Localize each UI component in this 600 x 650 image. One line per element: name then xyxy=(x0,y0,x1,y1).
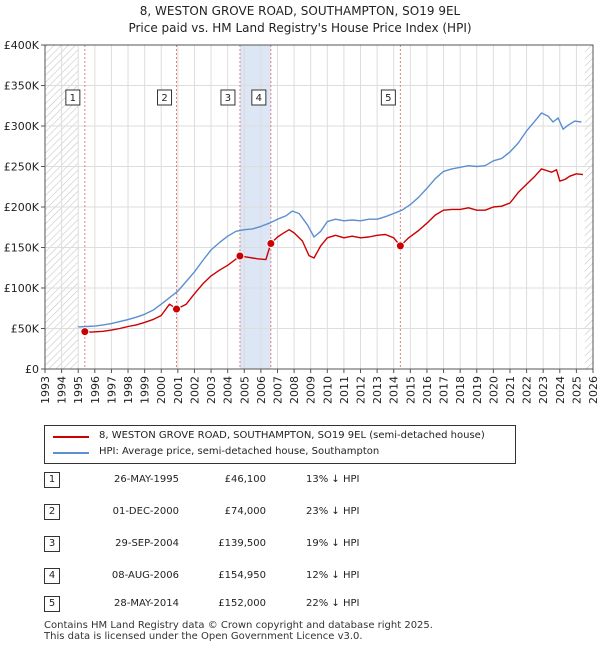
chart-title-address: 8, WESTON GROVE ROAD, SOUTHAMPTON, SO19 … xyxy=(139,4,461,18)
sale-number-badge: 3 xyxy=(44,536,60,552)
x-tick-label: 2009 xyxy=(305,376,318,404)
x-tick-label: 2022 xyxy=(521,376,534,404)
x-tick-label: 1999 xyxy=(139,376,152,404)
sale-label-number: 1 xyxy=(70,93,76,104)
x-tick-label: 2004 xyxy=(222,376,235,404)
sale-row: 3 29-SEP-2004 £139,500 19% ↓ HPI xyxy=(44,536,584,556)
sale-date: 28-MAY-2014 xyxy=(113,598,179,609)
x-tick-label: 1997 xyxy=(105,376,118,404)
x-tick-label: 2010 xyxy=(321,376,334,404)
x-tick-label: 2024 xyxy=(554,376,567,404)
sale-point xyxy=(235,251,245,261)
sale-number-badge: 5 xyxy=(44,596,60,612)
y-tick-label: £400K xyxy=(4,39,40,52)
sale-point xyxy=(395,241,405,251)
sale-price: £154,950 xyxy=(218,570,266,581)
x-tick-label: 2002 xyxy=(188,376,201,404)
x-tick-label: 1996 xyxy=(89,376,102,404)
y-tick-label: £350K xyxy=(4,80,40,93)
x-tick-label: 2008 xyxy=(288,376,301,404)
footer-licence: This data is licensed under the Open Gov… xyxy=(44,631,363,642)
sale-date: 26-MAY-1995 xyxy=(113,474,179,485)
sale-number-badge: 4 xyxy=(44,568,60,584)
sale-price: £74,000 xyxy=(224,506,266,517)
footer-copyright: Contains HM Land Registry data © Crown c… xyxy=(44,620,433,631)
legend-swatch-property xyxy=(53,436,89,438)
sale-date: 29-SEP-2004 xyxy=(115,538,179,549)
sale-hpi-diff: 19% ↓ HPI xyxy=(306,538,360,549)
sale-label-box xyxy=(380,89,396,106)
sale-row: 4 08-AUG-2006 £154,950 12% ↓ HPI xyxy=(44,568,584,588)
legend-label-property: 8, WESTON GROVE ROAD, SOUTHAMPTON, SO19 … xyxy=(99,430,485,441)
sale-hpi-diff: 13% ↓ HPI xyxy=(306,474,360,485)
sale-label-box xyxy=(251,89,267,106)
footer-attribution: Contains HM Land Registry data © Crown c… xyxy=(44,620,433,642)
sale-label-number: 4 xyxy=(256,93,262,104)
x-tick-label: 2015 xyxy=(404,376,417,404)
y-tick-label: £150K xyxy=(4,242,40,255)
sale-price: £152,000 xyxy=(218,598,266,609)
x-tick-label: 2026 xyxy=(587,376,600,404)
chart-legend: 8, WESTON GROVE ROAD, SOUTHAMPTON, SO19 … xyxy=(44,425,516,464)
sale-number-badge: 2 xyxy=(44,504,60,520)
sale-price: £46,100 xyxy=(224,474,266,485)
sale-number-badge: 1 xyxy=(44,472,60,488)
x-tick-label: 2025 xyxy=(570,376,583,404)
sale-hpi-diff: 22% ↓ HPI xyxy=(306,598,360,609)
x-tick-label: 2023 xyxy=(537,376,550,404)
sale-price: £139,500 xyxy=(218,538,266,549)
sale-label-box xyxy=(220,89,236,106)
x-tick-label: 2019 xyxy=(471,376,484,404)
y-tick-label: £0 xyxy=(25,363,39,376)
legend-label-hpi: HPI: Average price, semi-detached house,… xyxy=(99,446,380,457)
x-tick-label: 1998 xyxy=(122,376,135,404)
sale-point xyxy=(80,327,90,337)
hpi-line xyxy=(78,112,582,328)
sale-row: 2 01-DEC-2000 £74,000 23% ↓ HPI xyxy=(44,504,584,524)
x-tick-label: 2018 xyxy=(454,376,467,404)
x-tick-label: 2011 xyxy=(338,376,351,404)
x-tick-label: 1995 xyxy=(72,376,85,404)
x-tick-label: 2012 xyxy=(355,376,368,404)
x-tick-label: 2016 xyxy=(421,376,434,404)
x-tick-label: 2013 xyxy=(371,376,384,404)
y-tick-label: £250K xyxy=(4,161,40,174)
sale-date: 08-AUG-2006 xyxy=(111,570,179,581)
sale-point xyxy=(266,238,276,248)
sale-date: 01-DEC-2000 xyxy=(112,506,179,517)
legend-swatch-hpi xyxy=(53,452,89,454)
x-tick-label: 2007 xyxy=(271,376,284,404)
x-tick-label: 2000 xyxy=(155,376,168,404)
x-tick-label: 1994 xyxy=(56,376,69,404)
x-tick-label: 2021 xyxy=(504,376,517,404)
sale-label-box xyxy=(65,89,81,106)
x-tick-label: 2014 xyxy=(388,376,401,404)
y-tick-label: £200K xyxy=(4,201,40,214)
x-tick-label: 2001 xyxy=(172,376,185,404)
sale-label-number: 3 xyxy=(225,93,231,104)
sale-row: 1 26-MAY-1995 £46,100 13% ↓ HPI xyxy=(44,472,584,492)
y-tick-label: £100K xyxy=(4,282,40,295)
y-tick-label: £300K xyxy=(4,120,40,133)
x-tick-label: 2003 xyxy=(205,376,218,404)
sale-hpi-diff: 12% ↓ HPI xyxy=(306,570,360,581)
x-tick-label: 2006 xyxy=(255,376,268,404)
x-tick-label: 2020 xyxy=(487,376,500,404)
sale-label-number: 2 xyxy=(161,93,167,104)
x-tick-label: 2017 xyxy=(438,376,451,404)
sale-label-number: 5 xyxy=(385,93,391,104)
y-tick-label: £50K xyxy=(11,323,40,336)
chart-subtitle: Price paid vs. HM Land Registry's House … xyxy=(128,21,472,35)
sale-point xyxy=(172,304,182,314)
sale-label-box xyxy=(157,89,173,106)
x-tick-label: 2005 xyxy=(238,376,251,404)
sale-row: 5 28-MAY-2014 £152,000 22% ↓ HPI xyxy=(44,596,584,616)
price-chart: 1 2 3 4 5 £0 £50K £100K £150K £200K £250K £300K £35… xyxy=(4,39,600,404)
sale-hpi-diff: 23% ↓ HPI xyxy=(306,506,360,517)
x-tick-label: 1993 xyxy=(39,376,52,404)
